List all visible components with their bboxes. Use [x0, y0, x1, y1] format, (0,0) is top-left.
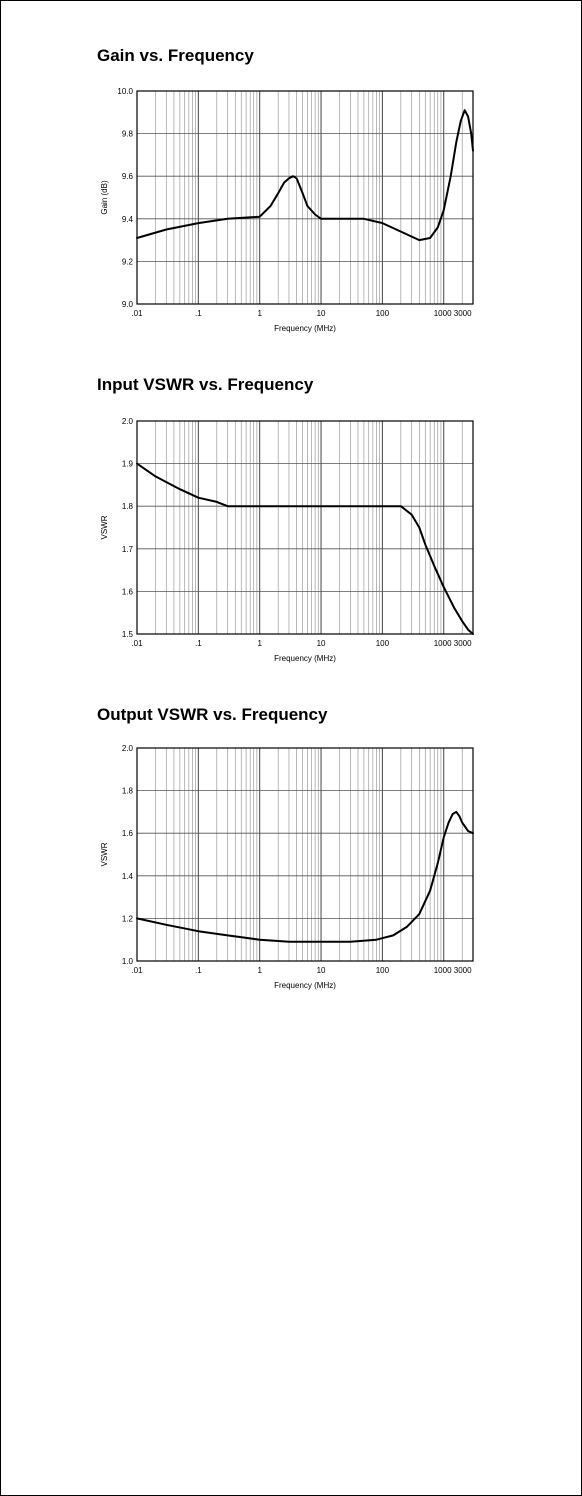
gain-chart: 9.0 9.2 9.4 9.6 9.8 10.0 .01 .1 1 10 100 1000 3000 F… [100, 87, 474, 333]
series-line [136, 810, 474, 943]
x-tick-label: 10 [317, 639, 326, 648]
x-tick-label: .01 [131, 309, 143, 318]
x-tick-label: 1 [257, 966, 262, 975]
y-tick-label: 9.2 [122, 257, 134, 266]
y-tick-label: 1.8 [122, 787, 134, 796]
y-tick-label: 1.7 [122, 545, 134, 554]
x-tick-label: .1 [195, 309, 202, 318]
series-line [136, 109, 474, 242]
plot-frame [136, 420, 474, 635]
y-tick-label: 2.0 [122, 417, 134, 426]
input-vswr-chart: 1.5 1.6 1.7 1.8 1.9 2.0 .01 .1 1 10 100 1000 3000 Fr… [100, 417, 474, 663]
x-tick-label: .01 [131, 639, 143, 648]
chart-title-input-vswr: Input VSWR vs. Frequency [97, 375, 314, 394]
x-tick-label: 1 [257, 639, 262, 648]
y-tick-label: 9.0 [122, 300, 134, 309]
y-tick-label: 9.8 [122, 130, 134, 139]
plot-frame [136, 90, 474, 305]
x-tick-label: 100 [376, 309, 390, 318]
x-tick-label: 1000 3000 [434, 639, 472, 648]
x-tick-label: 10 [317, 309, 326, 318]
y-tick-label: 10.0 [117, 87, 133, 96]
y-tick-label: 1.2 [122, 914, 134, 923]
y-axis-label: VSWR [100, 842, 109, 866]
y-tick-label: 9.6 [122, 172, 134, 181]
y-tick-label: 2.0 [122, 744, 134, 753]
y-tick-label: 1.0 [122, 957, 134, 966]
x-tick-label: 100 [376, 639, 390, 648]
x-tick-label: 100 [376, 966, 390, 975]
plot-frame [136, 747, 474, 962]
output-vswr-chart: 1.0 1.2 1.4 1.6 1.8 2.0 .01 .1 1 10 100 1000 3000 Fr… [100, 744, 474, 990]
y-tick-label: 1.4 [122, 872, 134, 881]
y-tick-label: 1.5 [122, 630, 134, 639]
chart-title-output-vswr: Output VSWR vs. Frequency [97, 705, 328, 724]
x-tick-label: 1 [257, 309, 262, 318]
y-tick-label: 1.6 [122, 587, 134, 596]
x-tick-label: .01 [131, 966, 143, 975]
series-line [136, 462, 474, 635]
y-tick-label: 1.8 [122, 502, 134, 511]
x-tick-label: .1 [195, 639, 202, 648]
y-tick-label: 9.4 [122, 215, 134, 224]
x-tick-label: .1 [195, 966, 202, 975]
y-tick-label: 1.9 [122, 460, 134, 469]
x-axis-label: Frequency (MHz) [274, 654, 336, 663]
y-axis-label: VSWR [100, 515, 109, 539]
x-axis-label: Frequency (MHz) [274, 981, 336, 990]
chart-title-gain: Gain vs. Frequency [97, 46, 254, 65]
y-tick-label: 1.6 [122, 829, 134, 838]
x-tick-label: 1000 3000 [434, 966, 472, 975]
y-axis-label: Gain (dB) [100, 180, 109, 215]
x-tick-label: 1000 3000 [434, 309, 472, 318]
x-tick-label: 10 [317, 966, 326, 975]
x-axis-label: Frequency (MHz) [274, 324, 336, 333]
